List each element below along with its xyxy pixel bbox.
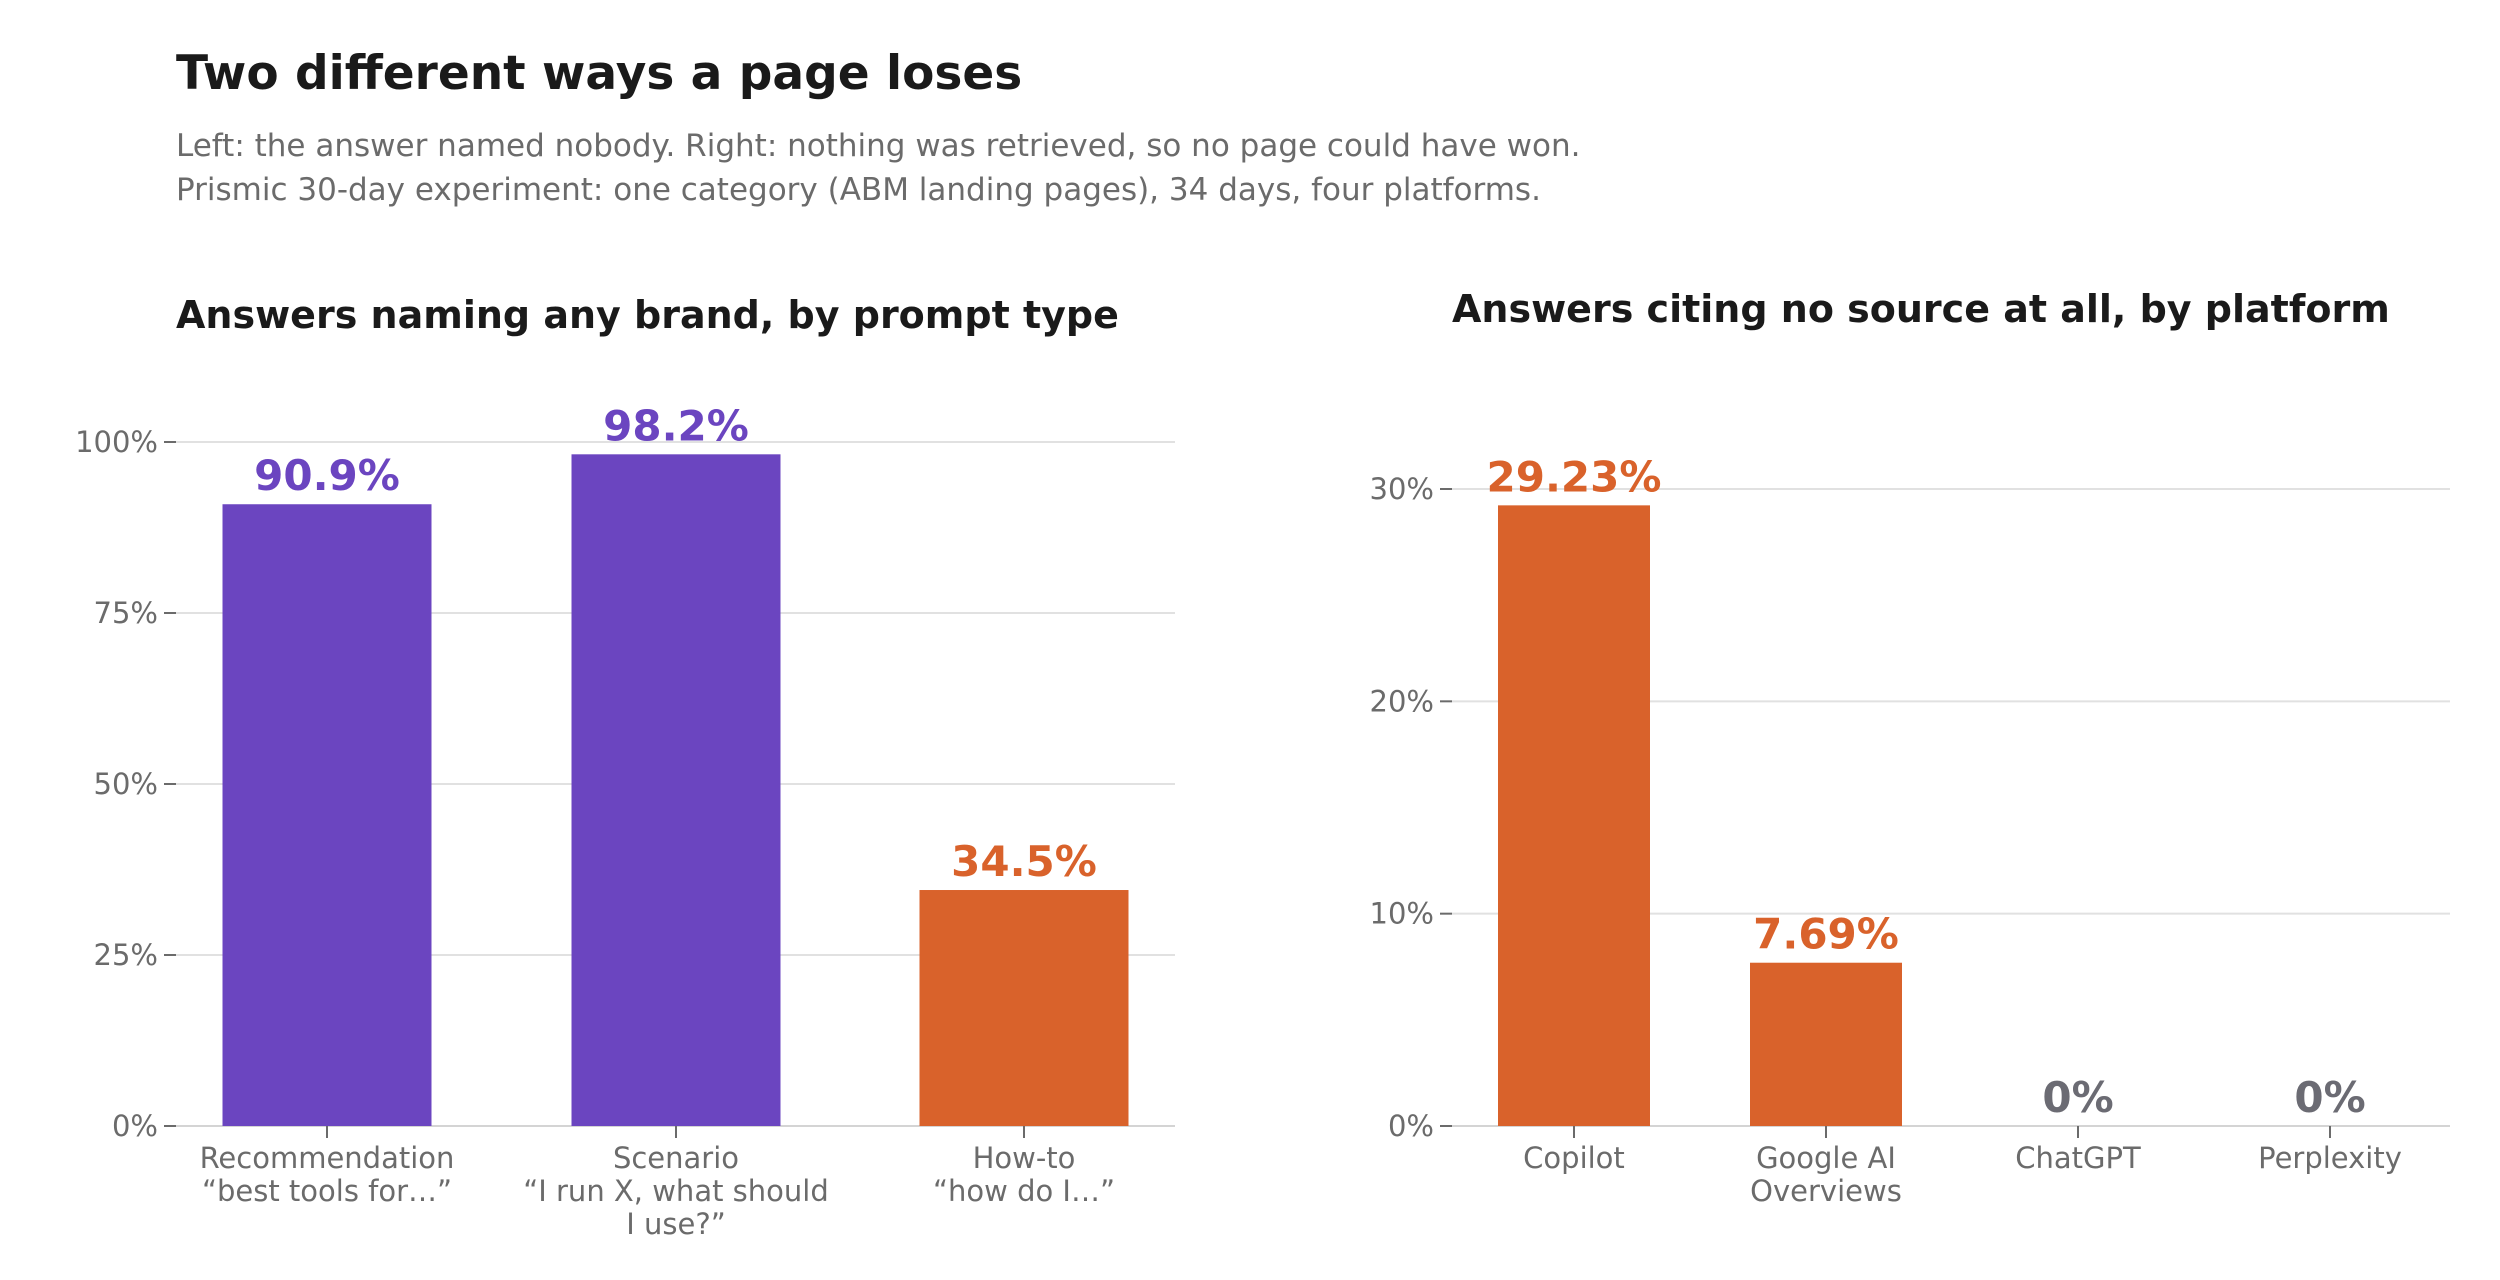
- chart2-bar: [1498, 505, 1650, 1126]
- chart1-category-label: Scenario: [613, 1141, 739, 1175]
- chart1-ytick-label: 75%: [94, 596, 158, 630]
- chart2-category-label: Overviews: [1750, 1174, 1902, 1208]
- chart1-ytick-label: 50%: [94, 767, 158, 801]
- chart2-value-label: 0%: [2294, 1073, 2365, 1122]
- subtitle-line-1: Left: the answer named nobody. Right: no…: [176, 128, 1581, 164]
- chart1-ytick-label: 0%: [112, 1109, 158, 1143]
- subtitle-line-2: Prismic 30-day experiment: one category …: [176, 172, 1541, 208]
- chart1-value-label: 90.9%: [254, 451, 400, 500]
- chart1-ytick-label: 100%: [75, 425, 158, 459]
- chart1-bar: [571, 454, 781, 1126]
- page-title: Two different ways a page loses: [176, 46, 1023, 101]
- chart1-category-label: “best tools for…”: [202, 1174, 452, 1208]
- chart2-ytick-label: 0%: [1388, 1109, 1434, 1143]
- chart1-ytick-label: 25%: [94, 938, 158, 972]
- chart2-title: Answers citing no source at all, by plat…: [1452, 287, 2390, 331]
- chart2-ytick-label: 10%: [1370, 897, 1434, 931]
- chart1-bar: [222, 504, 432, 1126]
- chart2-category-label: ChatGPT: [2015, 1141, 2141, 1175]
- chart2-value-label: 0%: [2042, 1073, 2113, 1122]
- chart1-title: Answers naming any brand, by prompt type: [176, 293, 1119, 337]
- chart2-category-label: Copilot: [1523, 1141, 1625, 1175]
- chart1-category-label: I use?”: [626, 1207, 726, 1241]
- chart2-value-label: 7.69%: [1753, 910, 1899, 959]
- chart2-category-label: Perplexity: [2258, 1141, 2402, 1175]
- chart1-category-label: “how do I…”: [933, 1174, 1115, 1208]
- chart1-bar: [919, 890, 1129, 1126]
- chart2-category-label: Google AI: [1756, 1141, 1896, 1175]
- chart2-value-label: 29.23%: [1487, 452, 1662, 501]
- chart1-category-label: How-to: [973, 1141, 1076, 1175]
- chart1-value-label: 98.2%: [603, 401, 749, 450]
- chart2-bar: [1750, 962, 1902, 1126]
- chart2-ytick-label: 30%: [1370, 472, 1434, 506]
- chart1-value-label: 34.5%: [951, 837, 1097, 886]
- chart1-category-label: “I run X, what should: [523, 1174, 829, 1208]
- chart2-ytick-label: 20%: [1370, 684, 1434, 718]
- chart1-category-label: Recommendation: [200, 1141, 455, 1175]
